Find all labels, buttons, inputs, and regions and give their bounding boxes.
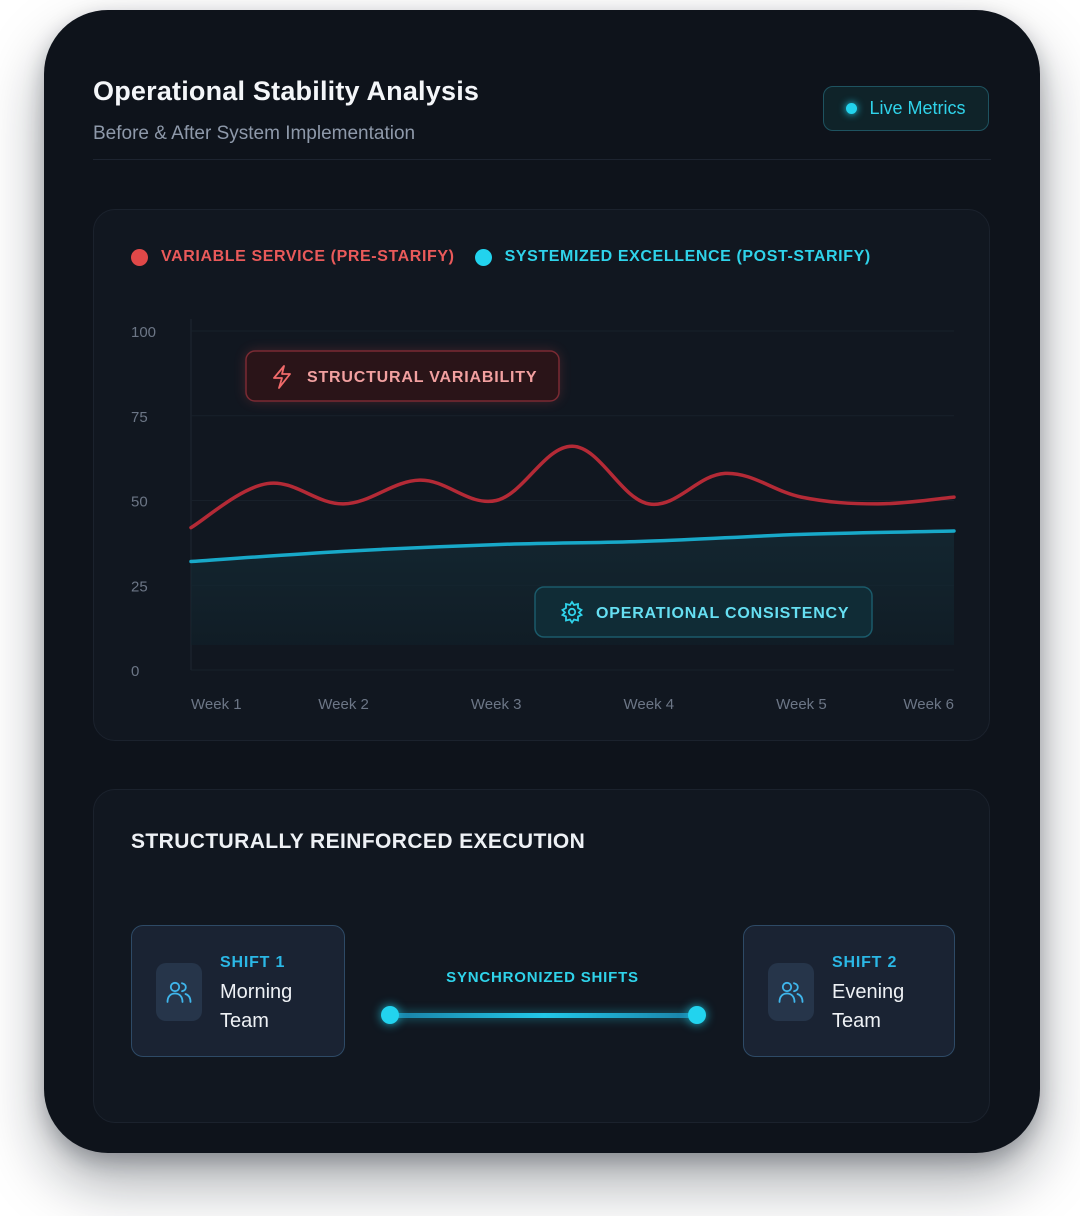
page-title: Operational Stability Analysis xyxy=(93,76,480,106)
x-tick-label: Week 4 xyxy=(624,696,675,713)
live-metrics-label: Live Metrics xyxy=(869,98,966,118)
gear-icon xyxy=(560,600,584,625)
page-subtitle: Before & After System Implementation xyxy=(93,123,416,144)
legend-item-post[interactable]: SYSTEMIZED EXCELLENCE (POST-STARIFY) xyxy=(474,248,871,266)
post-series-line xyxy=(189,529,956,564)
header-divider xyxy=(93,159,991,160)
x-tick-label: Week 6 xyxy=(903,696,954,713)
consistency-annotation: OPERATIONAL CONSISTENCY xyxy=(534,586,873,638)
x-tick-label: Week 2 xyxy=(318,696,369,713)
shift-2-card[interactable]: SHIFT 2 Evening Team xyxy=(743,925,955,1057)
variability-annotation: STRUCTURAL VARIABILITY xyxy=(245,350,560,402)
users-icon xyxy=(778,981,804,1003)
legend-label-pre: VARIABLE SERVICE (PRE-STARIFY) xyxy=(161,248,455,265)
legend-label-post: SYSTEMIZED EXCELLENCE (POST-STARIFY) xyxy=(504,248,871,265)
legend-red-dot-icon xyxy=(131,248,148,266)
y-tick-label: 100 xyxy=(131,324,156,341)
live-dot-icon xyxy=(846,103,858,114)
y-tick-label: 50 xyxy=(131,494,148,511)
x-tick-label: Week 3 xyxy=(471,696,522,713)
x-tick-label: Week 5 xyxy=(776,696,827,713)
y-tick-label: 0 xyxy=(131,663,139,680)
chart-panel: VARIABLE SERVICE (PRE-STARIFY) SYSTEMIZE… xyxy=(93,209,990,741)
shift-2-name: Evening Team xyxy=(832,981,905,1032)
shift-2-label: SHIFT 2 xyxy=(832,954,898,971)
stability-chart: 0 25 50 75 100 Week 1 Week 2 Week 3 Week 4 Week … xyxy=(131,319,956,713)
legend-cyan-dot-icon xyxy=(474,248,492,266)
variability-label: STRUCTURAL VARIABILITY xyxy=(307,369,537,386)
sync-dot-left-icon xyxy=(381,1006,399,1024)
shift-1-name: Morning Team xyxy=(220,981,293,1032)
sync-label: SYNCHRONIZED SHIFTS xyxy=(446,969,639,986)
shift-1-card[interactable]: SHIFT 1 Morning Team xyxy=(131,925,345,1057)
execution-title: STRUCTURALLY REINFORCED EXECUTION xyxy=(131,830,586,853)
shift-1-icon-box xyxy=(156,963,202,1021)
live-metrics-badge[interactable]: Live Metrics xyxy=(823,86,989,131)
sync-dot-right-icon xyxy=(688,1006,706,1024)
execution-panel: STRUCTURALLY REINFORCED EXECUTION SHIFT … xyxy=(93,789,990,1123)
sync-connector xyxy=(390,1013,698,1018)
pre-series-line xyxy=(189,444,956,530)
shift-2-icon-box xyxy=(768,963,814,1021)
y-tick-label: 25 xyxy=(131,578,148,595)
users-icon xyxy=(166,981,192,1003)
shift-1-label: SHIFT 1 xyxy=(220,954,286,971)
chart-legend: VARIABLE SERVICE (PRE-STARIFY) SYSTEMIZE… xyxy=(131,248,891,266)
y-tick-label: 75 xyxy=(131,409,148,426)
analysis-card: Operational Stability Analysis Before & … xyxy=(44,10,1040,1153)
consistency-label: OPERATIONAL CONSISTENCY xyxy=(596,605,849,622)
legend-item-pre[interactable]: VARIABLE SERVICE (PRE-STARIFY) xyxy=(131,248,455,266)
lightning-icon xyxy=(273,365,291,389)
x-tick-label: Week 1 xyxy=(191,696,242,713)
